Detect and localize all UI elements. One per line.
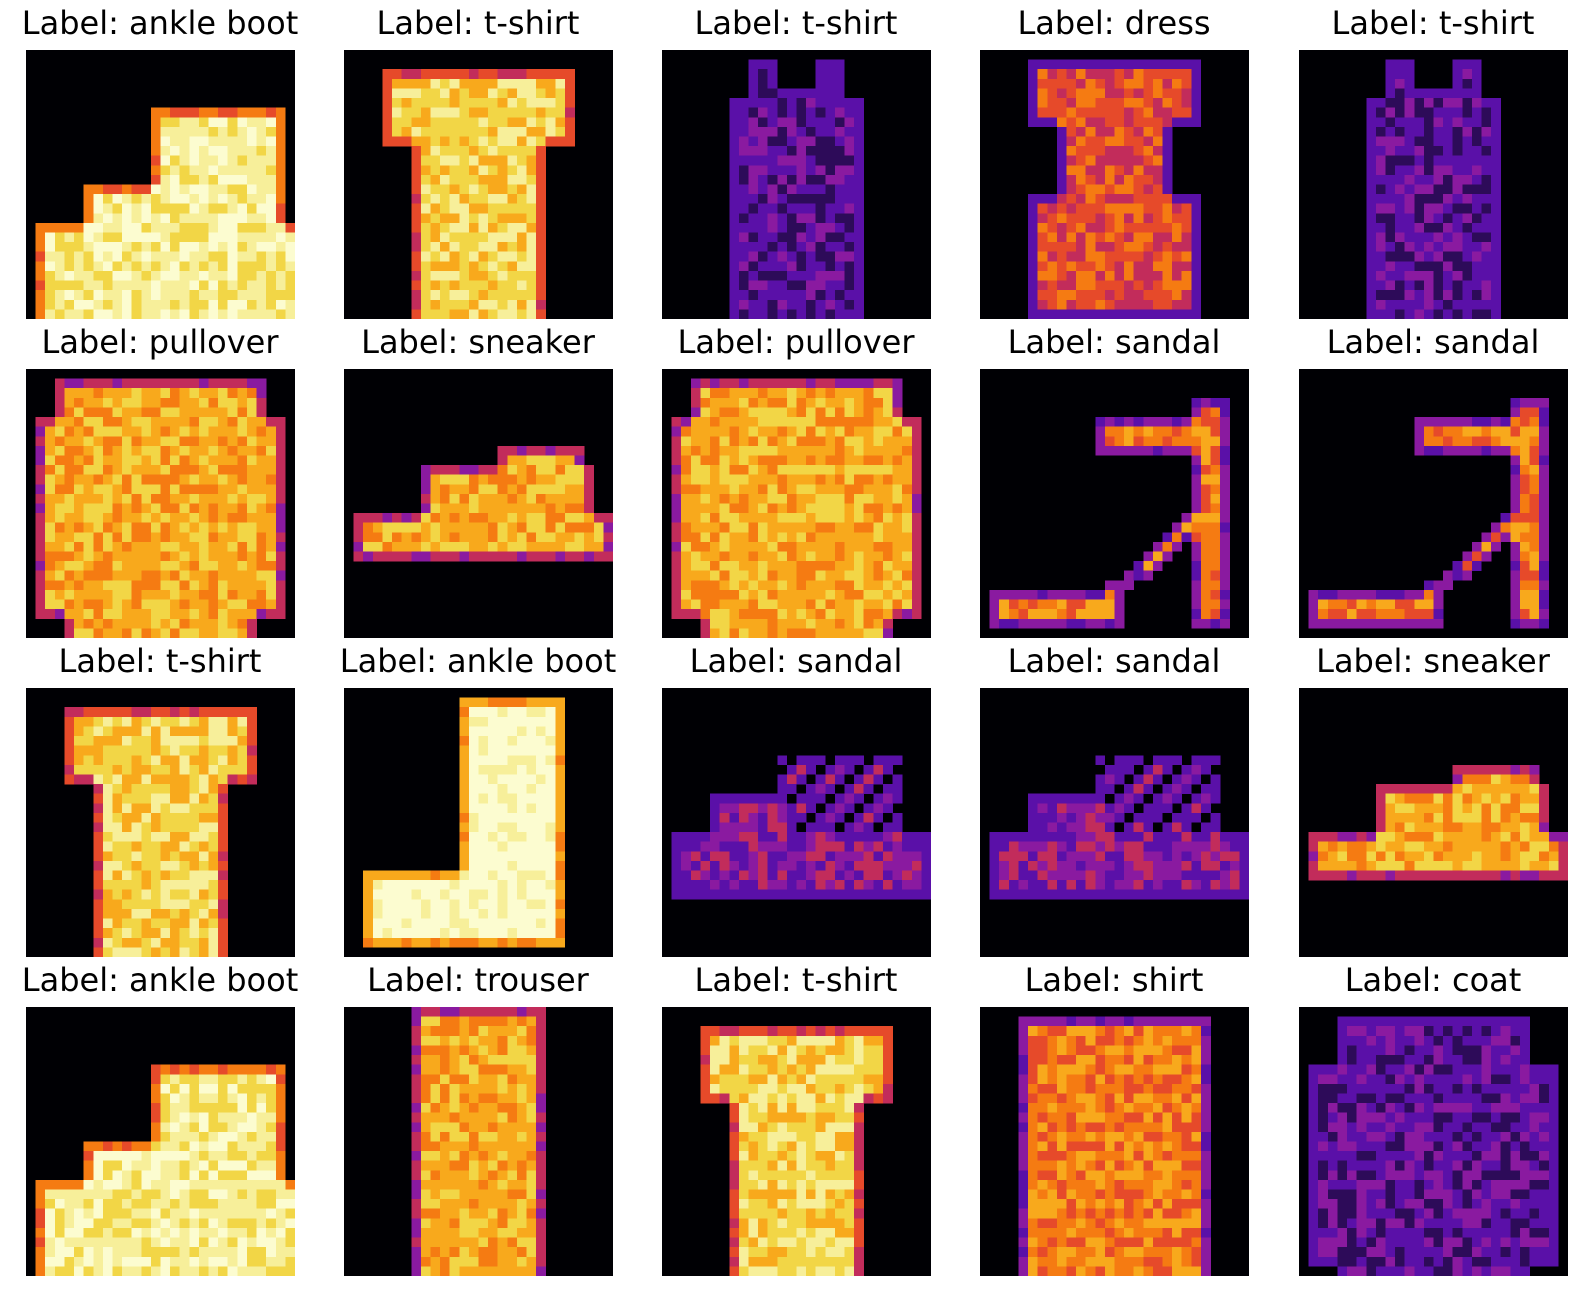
shirt-image-pixels bbox=[980, 1007, 1249, 1276]
sample-title: Label: trouser bbox=[367, 961, 589, 999]
sample-cell: Label: t-shirt bbox=[0, 638, 320, 962]
ankle-boot-image-pixels bbox=[26, 50, 295, 319]
trouser-image-pixels bbox=[344, 1007, 613, 1276]
sample-title: Label: sneaker bbox=[361, 323, 595, 361]
flat-sandal-image-pixels bbox=[662, 688, 931, 957]
ankle-boot-image-pixels bbox=[26, 1007, 295, 1276]
pullover-image bbox=[662, 369, 931, 638]
sneaker-image-pixels bbox=[1299, 688, 1568, 957]
sample-cell: Label: trouser bbox=[318, 957, 638, 1281]
sample-cell: Label: t-shirt bbox=[318, 0, 638, 324]
sample-cell: Label: sneaker bbox=[318, 319, 638, 643]
sample-cell: Label: t-shirt bbox=[636, 0, 956, 324]
sample-title: Label: ankle boot bbox=[339, 642, 617, 680]
sample-title: Label: t-shirt bbox=[58, 642, 262, 680]
sample-title: Label: ankle boot bbox=[21, 4, 299, 42]
sample-cell: Label: pullover bbox=[636, 319, 956, 643]
sample-cell: Label: sandal bbox=[954, 638, 1274, 962]
high-heel-sandal-image bbox=[980, 369, 1249, 638]
sample-cell: Label: pullover bbox=[0, 319, 320, 643]
shirt-image bbox=[980, 1007, 1249, 1276]
sample-cell: Label: sandal bbox=[1273, 319, 1579, 643]
sample-title: Label: sandal bbox=[1007, 642, 1221, 680]
sample-title: Label: t-shirt bbox=[1331, 4, 1535, 42]
sample-cell: Label: ankle boot bbox=[0, 0, 320, 324]
heeled-boot-image-pixels bbox=[344, 688, 613, 957]
ankle-boot-image bbox=[26, 1007, 295, 1276]
trouser-image bbox=[344, 1007, 613, 1276]
sample-title: Label: pullover bbox=[41, 323, 279, 361]
sample-title: Label: t-shirt bbox=[376, 4, 580, 42]
tank-top-image-pixels bbox=[662, 50, 931, 319]
dress-image-pixels bbox=[980, 50, 1249, 319]
sample-title: Label: ankle boot bbox=[21, 961, 299, 999]
sample-cell: Label: sneaker bbox=[1273, 638, 1579, 962]
t-shirt-image bbox=[344, 50, 613, 319]
sample-title: Label: sandal bbox=[1326, 323, 1540, 361]
sample-title: Label: sneaker bbox=[1316, 642, 1550, 680]
sample-cell: Label: ankle boot bbox=[318, 638, 638, 962]
sample-title: Label: t-shirt bbox=[694, 961, 898, 999]
sneaker-image-pixels bbox=[344, 369, 613, 638]
high-heel-sandal-image-pixels bbox=[980, 369, 1249, 638]
sample-cell: Label: ankle boot bbox=[0, 957, 320, 1281]
t-shirt-image-pixels bbox=[344, 50, 613, 319]
heeled-boot-image bbox=[344, 688, 613, 957]
ankle-boot-image bbox=[26, 50, 295, 319]
sample-title: Label: pullover bbox=[677, 323, 915, 361]
sample-title: Label: coat bbox=[1344, 961, 1522, 999]
sample-title: Label: sandal bbox=[689, 642, 903, 680]
pullover-image bbox=[26, 369, 295, 638]
t-shirt-image-pixels bbox=[662, 1007, 931, 1276]
sample-title: Label: shirt bbox=[1024, 961, 1204, 999]
flat-sandal-image bbox=[980, 688, 1249, 957]
dress-image bbox=[980, 50, 1249, 319]
tank-top-image bbox=[662, 50, 931, 319]
sample-title: Label: dress bbox=[1017, 4, 1211, 42]
sample-cell: Label: dress bbox=[954, 0, 1274, 324]
high-heel-sandal-image-pixels bbox=[1299, 369, 1568, 638]
flat-sandal-image-pixels bbox=[980, 688, 1249, 957]
sample-cell: Label: t-shirt bbox=[1273, 0, 1579, 324]
sample-title: Label: sandal bbox=[1007, 323, 1221, 361]
pullover-image-pixels bbox=[26, 369, 295, 638]
t-shirt-image bbox=[26, 688, 295, 957]
flat-sandal-image bbox=[662, 688, 931, 957]
t-shirt-image-pixels bbox=[26, 688, 295, 957]
tank-top-image-pixels bbox=[1299, 50, 1568, 319]
sample-cell: Label: t-shirt bbox=[636, 957, 956, 1281]
sample-cell: Label: sandal bbox=[954, 319, 1274, 643]
high-heel-sandal-image bbox=[1299, 369, 1568, 638]
sample-title: Label: t-shirt bbox=[694, 4, 898, 42]
coat-image bbox=[1299, 1007, 1568, 1276]
tank-top-image bbox=[1299, 50, 1568, 319]
sample-cell: Label: sandal bbox=[636, 638, 956, 962]
sneaker-image bbox=[1299, 688, 1568, 957]
pullover-image-pixels bbox=[662, 369, 931, 638]
coat-image-pixels bbox=[1299, 1007, 1568, 1276]
sneaker-image bbox=[344, 369, 613, 638]
sample-cell: Label: shirt bbox=[954, 957, 1274, 1281]
t-shirt-image bbox=[662, 1007, 931, 1276]
sample-cell: Label: coat bbox=[1273, 957, 1579, 1281]
